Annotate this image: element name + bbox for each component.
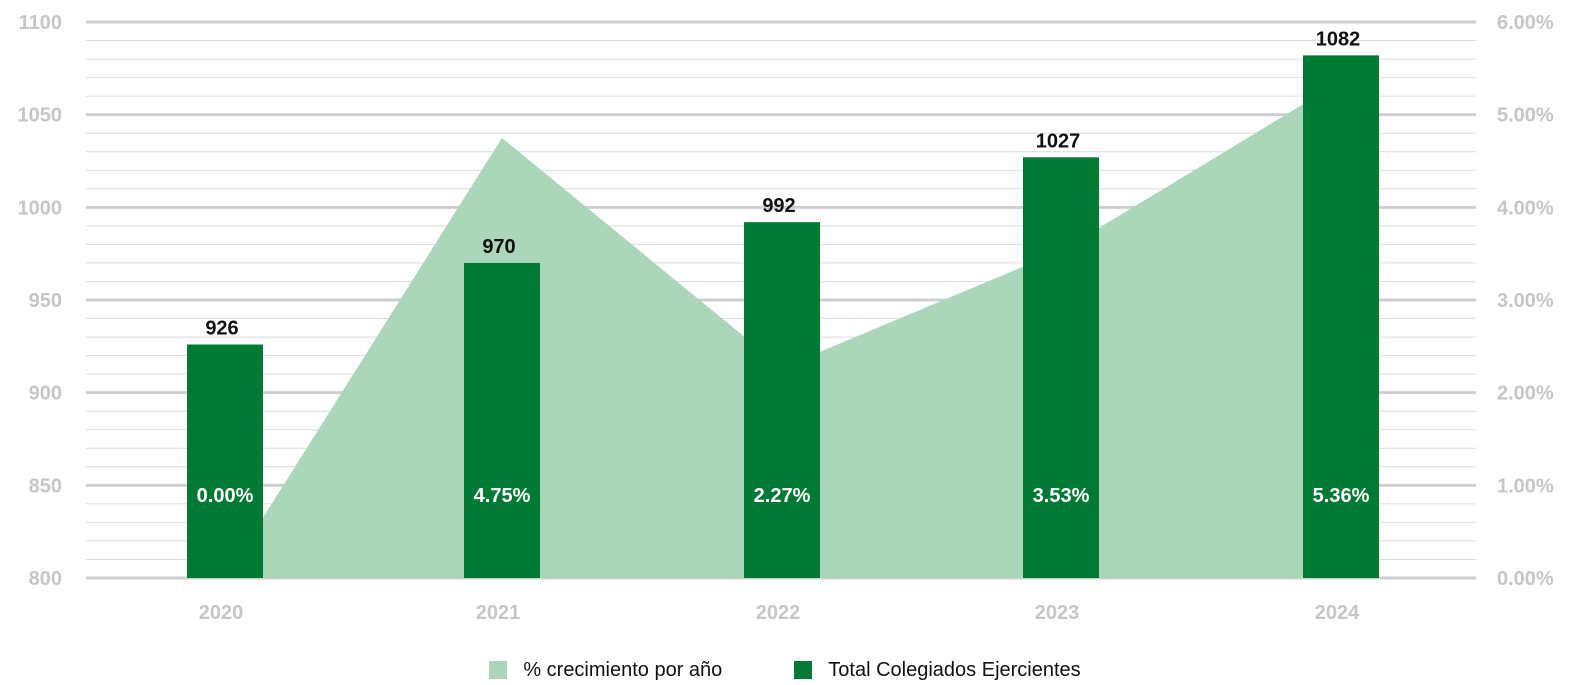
growth-data-label: 0.00%	[197, 485, 254, 507]
y-right-tick-label: 4.00%	[1497, 197, 1554, 219]
bar-2020	[187, 344, 263, 578]
growth-data-label: 5.36%	[1313, 485, 1370, 507]
x-tick-label: 2022	[756, 602, 801, 624]
legend-label-growth: % crecimiento por año	[523, 658, 723, 681]
combo-chart: 1100 1050 1000 950 900 850 800 6.00% 5.00% 4.00% 3…	[18, 12, 1554, 624]
y-right-tick-label: 1.00%	[1497, 475, 1554, 497]
y-left-tick-label: 800	[29, 568, 62, 590]
y-left-tick-label: 850	[29, 475, 62, 497]
legend-swatch-growth	[489, 661, 508, 679]
x-tick-label: 2021	[476, 602, 521, 624]
y-left-tick-label: 900	[29, 383, 62, 405]
y-right-tick-label: 5.00%	[1497, 105, 1554, 127]
x-tick-label: 2020	[199, 602, 244, 624]
legend-item-total[interactable]: Total Colegiados Ejercientes	[794, 655, 1081, 685]
legend: % crecimiento por año Total Colegiados E…	[0, 655, 1570, 685]
legend-swatch-total	[794, 661, 813, 679]
y-right-tick-label: 6.00%	[1497, 12, 1554, 34]
bar-value-label: 970	[482, 236, 515, 258]
growth-data-label: 3.53%	[1033, 485, 1090, 507]
legend-label-total: Total Colegiados Ejercientes	[828, 658, 1081, 681]
bar-value-label: 926	[205, 317, 238, 339]
legend-item-growth[interactable]: % crecimiento por año	[489, 655, 722, 685]
x-tick-label: 2024	[1315, 602, 1360, 624]
x-tick-label: 2023	[1035, 602, 1080, 624]
y-left-tick-label: 950	[29, 290, 62, 312]
y-left-tick-label: 1000	[18, 197, 63, 219]
bar-2022	[744, 222, 820, 578]
y-left-tick-label: 1050	[18, 105, 63, 127]
labels-layer: 1100 1050 1000 950 900 850 800 6.00% 5.00% 4.00% 3…	[18, 12, 1554, 624]
y-right-tick-label: 3.00%	[1497, 290, 1554, 312]
growth-data-label: 2.27%	[754, 485, 811, 507]
bars-layer	[187, 55, 1379, 579]
bar-value-label: 1027	[1036, 130, 1081, 152]
bar-2021	[464, 262, 540, 578]
bar-2024	[1303, 55, 1379, 579]
y-right-tick-label: 2.00%	[1497, 383, 1554, 405]
y-left-tick-label: 1100	[19, 12, 62, 34]
growth-data-label: 4.75%	[474, 485, 531, 507]
bar-2023	[1023, 157, 1099, 578]
y-right-tick-label: 0.00%	[1497, 568, 1554, 590]
bar-value-label: 992	[762, 195, 795, 217]
bar-value-label: 1082	[1316, 28, 1361, 50]
